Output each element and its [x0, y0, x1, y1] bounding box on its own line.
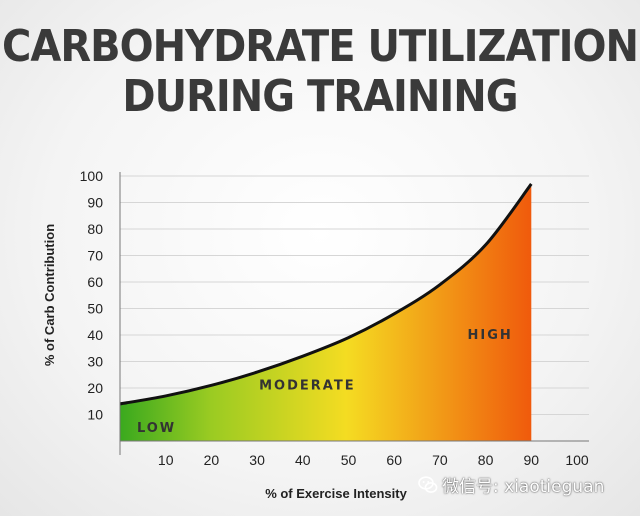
y-tick-labels: 10 20 30 40 50 60 70 80 90 100: [80, 168, 104, 423]
carb-curve-line: [119, 183, 533, 406]
y-tick-label: 80: [87, 221, 103, 237]
y-tick-label: 30: [87, 354, 103, 370]
x-tick-label: 70: [432, 452, 448, 468]
y-axis-label: % of Carb Contribution: [42, 224, 57, 366]
x-tick-label: 30: [249, 452, 265, 468]
x-tick-labels: 10 20 30 40 50 60 70 80 90 100: [158, 452, 589, 468]
chart-title-line-1: CARBOHYDRATE UTILIZATION: [2, 22, 639, 72]
x-tick-label: 50: [341, 452, 357, 468]
x-tick-label: 20: [204, 452, 220, 468]
watermark: 微信号: xiaotieguan: [418, 472, 604, 497]
x-tick-label: 90: [524, 452, 540, 468]
y-tick-label: 60: [87, 274, 103, 290]
y-tick-label: 90: [87, 195, 103, 211]
x-tick-label: 10: [158, 452, 174, 468]
x-tick-label: 60: [386, 452, 402, 468]
zone-label-moderate: MODERATE: [259, 378, 355, 393]
y-tick-label: 50: [87, 301, 103, 317]
carb-area-fill: [120, 183, 532, 441]
watermark-text: 微信号: xiaotieguan: [442, 477, 605, 497]
y-tick-label: 20: [87, 380, 103, 396]
x-tick-label: 100: [565, 452, 589, 468]
x-tick-label: 40: [295, 452, 311, 468]
chart-title-line-2: DURING TRAINING: [122, 72, 518, 122]
x-tick-label: 80: [478, 452, 494, 468]
chart-title: CARBOHYDRATE UTILIZATION DURING TRAINING: [0, 22, 640, 121]
wechat-logo-icon: [418, 475, 438, 493]
y-tick-label: 40: [87, 327, 103, 343]
zone-label-high: HIGH: [468, 328, 513, 343]
zone-labels: LOW MODERATE HIGH: [137, 328, 513, 436]
x-axis-label: % of Exercise Intensity: [265, 486, 407, 501]
zone-label-low: LOW: [137, 421, 176, 436]
y-tick-label: 100: [80, 168, 104, 184]
y-tick-label: 70: [87, 248, 103, 264]
y-tick-label: 10: [87, 407, 103, 423]
